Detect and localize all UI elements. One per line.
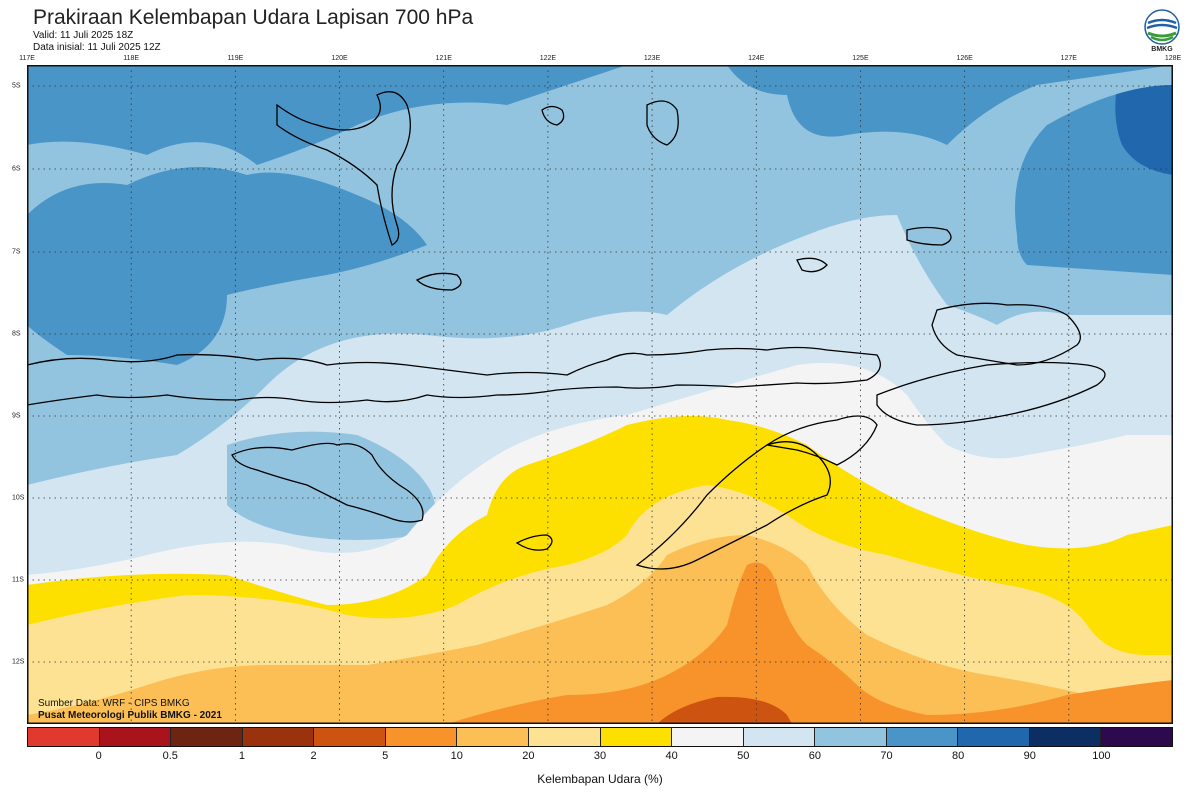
latitude-label: 8S	[12, 330, 21, 338]
legend-tick-label: 70	[880, 750, 893, 762]
legend-title: Kelembapan Udara (%)	[537, 772, 663, 786]
island-sulawesi-south	[276, 91, 411, 246]
bmkg-logo-icon	[1144, 9, 1180, 45]
island-buton	[646, 100, 679, 146]
longitude-label: 117E	[19, 55, 35, 62]
island-flores-chain	[27, 346, 881, 406]
band-deep-blue-west	[27, 167, 427, 365]
color-legend	[27, 727, 1173, 747]
legend-tick-label: 30	[593, 750, 607, 762]
band-light-orange	[27, 535, 1173, 724]
legend-swatch	[242, 728, 315, 746]
legend-swatch	[958, 728, 1030, 746]
island-flores-small	[415, 272, 462, 291]
legend-tick-label: 50	[737, 750, 750, 762]
legend-swatch	[886, 728, 959, 746]
island-sumba	[515, 534, 553, 551]
legend-swatch	[457, 728, 529, 746]
legend-swatch	[99, 728, 172, 746]
credit: Pusat Meteorologi Publik BMKG - 2021	[38, 710, 222, 721]
data-source: Sumber Data: WRF - CIPS BMKG	[38, 698, 190, 709]
coastlines	[27, 91, 1106, 570]
latitude-label: 6S	[12, 165, 21, 173]
island-timor-east	[765, 415, 878, 466]
map-frame	[27, 65, 1173, 724]
grid-lines	[27, 65, 1173, 724]
band-darkest-blue	[1115, 71, 1173, 175]
longitude-label: 125E	[852, 55, 869, 62]
initial-time: Data inisial: 11 Juli 2025 12Z	[33, 42, 161, 53]
legend-tick-label: 100	[1092, 750, 1111, 762]
island-timor-border	[876, 361, 1106, 426]
longitude-label: 127E	[1060, 55, 1077, 62]
island-alor	[796, 257, 828, 273]
legend-tick-label: 1	[238, 750, 245, 762]
legend-tick-label: 80	[952, 750, 965, 762]
longitude-label: 121E	[435, 55, 452, 62]
island-sumbawa	[231, 442, 424, 523]
band-mid-blue-sumbawa	[227, 431, 435, 540]
legend-swatch	[28, 728, 100, 746]
longitude-label: 128E	[1164, 55, 1182, 62]
legend-swatch	[528, 728, 601, 746]
longitude-label: 124E	[748, 55, 765, 62]
legend-swatch	[743, 728, 816, 746]
latitude-label: 9S	[12, 412, 21, 420]
latitude-label: 11S	[12, 576, 24, 584]
legend-tick-label: 0.5	[162, 750, 178, 762]
legend-swatch	[385, 728, 458, 746]
latitude-label: 5S	[12, 82, 21, 90]
island-tanimbar	[931, 302, 1081, 366]
legend-tick-label: 20	[522, 750, 535, 762]
longitude-label: 126E	[956, 55, 973, 62]
legend-swatch	[600, 728, 673, 746]
bmkg-logo: BMKG	[1143, 8, 1181, 56]
legend-tick-label: 0	[95, 750, 102, 762]
legend-swatch	[1101, 728, 1172, 746]
legend-tick-label: 2	[310, 750, 317, 762]
longitude-label: 119E	[227, 55, 244, 62]
latitude-label: 12S	[12, 658, 25, 666]
latitude-label: 10S	[12, 494, 25, 502]
island-kabaena	[541, 105, 565, 126]
band-orange	[447, 562, 1173, 724]
legend-tick-label: 60	[808, 750, 821, 762]
island-wetar	[906, 226, 952, 246]
band-dark-orange	[657, 696, 792, 724]
legend-swatch	[171, 728, 243, 746]
humidity-map	[27, 65, 1173, 724]
legend-swatch	[672, 728, 744, 746]
legend-tick-label: 5	[382, 750, 389, 762]
longitude-label: 120E	[331, 55, 348, 62]
legend-swatch	[314, 728, 386, 746]
valid-time: Valid: 11 Juli 2025 18Z	[33, 30, 134, 41]
longitude-label: 118E	[123, 55, 140, 62]
legend-tick-label: 90	[1023, 750, 1036, 762]
longitude-label: 123E	[643, 55, 661, 62]
latitude-label: 7S	[12, 248, 21, 256]
logo-text: BMKG	[1151, 46, 1173, 53]
legend-tick-label: 10	[450, 750, 463, 762]
legend-swatch	[815, 728, 887, 746]
legend-swatch	[1029, 728, 1102, 746]
longitude-label: 122E	[539, 55, 557, 62]
legend-tick-label: 40	[665, 750, 678, 762]
map-title: Prakiraan Kelembapan Udara Lapisan 700 h…	[33, 6, 474, 29]
island-timor-west	[635, 441, 831, 570]
